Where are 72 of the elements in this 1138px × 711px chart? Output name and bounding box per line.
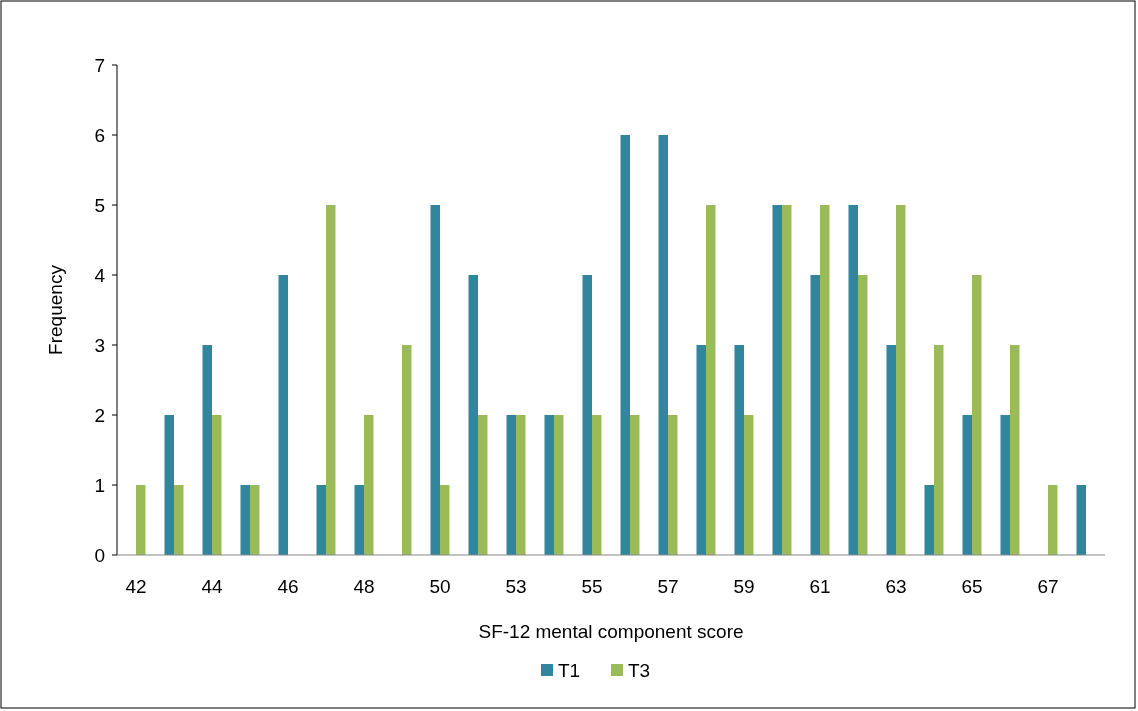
- x-tick-label: 63: [885, 576, 907, 597]
- bar: [696, 345, 706, 555]
- bar: [1076, 485, 1086, 555]
- bar: [810, 275, 820, 555]
- bar: [962, 415, 972, 555]
- bar: [820, 205, 830, 555]
- bar: [240, 485, 250, 555]
- bar: [174, 485, 184, 555]
- bar: [592, 415, 602, 555]
- y-tick-label: 0: [94, 544, 105, 566]
- y-tick-label: 5: [94, 194, 105, 216]
- bar: [468, 275, 478, 555]
- bar: [706, 205, 716, 555]
- x-tick-label: 44: [201, 576, 223, 597]
- legend-label: T3: [628, 659, 651, 681]
- x-tick-label: 57: [657, 576, 679, 597]
- bar: [744, 415, 754, 555]
- bar: [620, 135, 630, 555]
- bar: [554, 415, 564, 555]
- bar: [886, 345, 896, 555]
- x-tick-label: 55: [581, 576, 603, 597]
- bar: [250, 485, 260, 555]
- x-tick-label: 42: [125, 576, 147, 597]
- bar: [1010, 345, 1020, 555]
- bar: [354, 485, 364, 555]
- bar: [326, 205, 336, 555]
- x-tick-label: 65: [961, 576, 983, 597]
- bar: [212, 415, 222, 555]
- bar: [364, 415, 374, 555]
- bar: [202, 345, 212, 555]
- y-tick-label: 2: [94, 404, 105, 426]
- bar: [516, 415, 526, 555]
- bar: [734, 345, 744, 555]
- bar: [630, 415, 640, 555]
- y-tick-label: 7: [94, 54, 105, 76]
- x-tick-label: 46: [277, 576, 299, 597]
- bar: [668, 415, 678, 555]
- y-axis-title: Frequency: [45, 264, 66, 355]
- x-tick-label: 61: [809, 576, 831, 597]
- bar: [136, 485, 146, 555]
- bar: [934, 345, 944, 555]
- x-tick-label: 53: [505, 576, 527, 597]
- x-axis-title: SF-12 mental component score: [478, 621, 744, 642]
- bar: [848, 205, 858, 555]
- bar: [924, 485, 934, 555]
- bar: [506, 415, 516, 555]
- bar: [430, 205, 440, 555]
- x-tick-label: 48: [353, 576, 375, 597]
- bar: [478, 415, 488, 555]
- bar: [772, 205, 782, 555]
- bar: [402, 345, 412, 555]
- bar: [582, 275, 592, 555]
- bar: [858, 275, 868, 555]
- bar: [1048, 485, 1058, 555]
- bar: [782, 205, 792, 555]
- x-tick-label: 67: [1037, 576, 1059, 597]
- bar: [896, 205, 906, 555]
- bar: [316, 485, 326, 555]
- bar: [658, 135, 668, 555]
- bar: [278, 275, 288, 555]
- x-tick-label: 59: [733, 576, 755, 597]
- bar: [164, 415, 174, 555]
- legend-label: T1: [558, 659, 581, 681]
- bar: [440, 485, 450, 555]
- y-tick-label: 6: [94, 124, 105, 146]
- y-tick-label: 3: [94, 334, 105, 356]
- y-tick-label: 1: [94, 474, 105, 496]
- bar: [972, 275, 982, 555]
- bar: [544, 415, 554, 555]
- y-tick-label: 4: [94, 264, 106, 286]
- x-tick-label: 50: [429, 576, 451, 597]
- bar: [1000, 415, 1010, 555]
